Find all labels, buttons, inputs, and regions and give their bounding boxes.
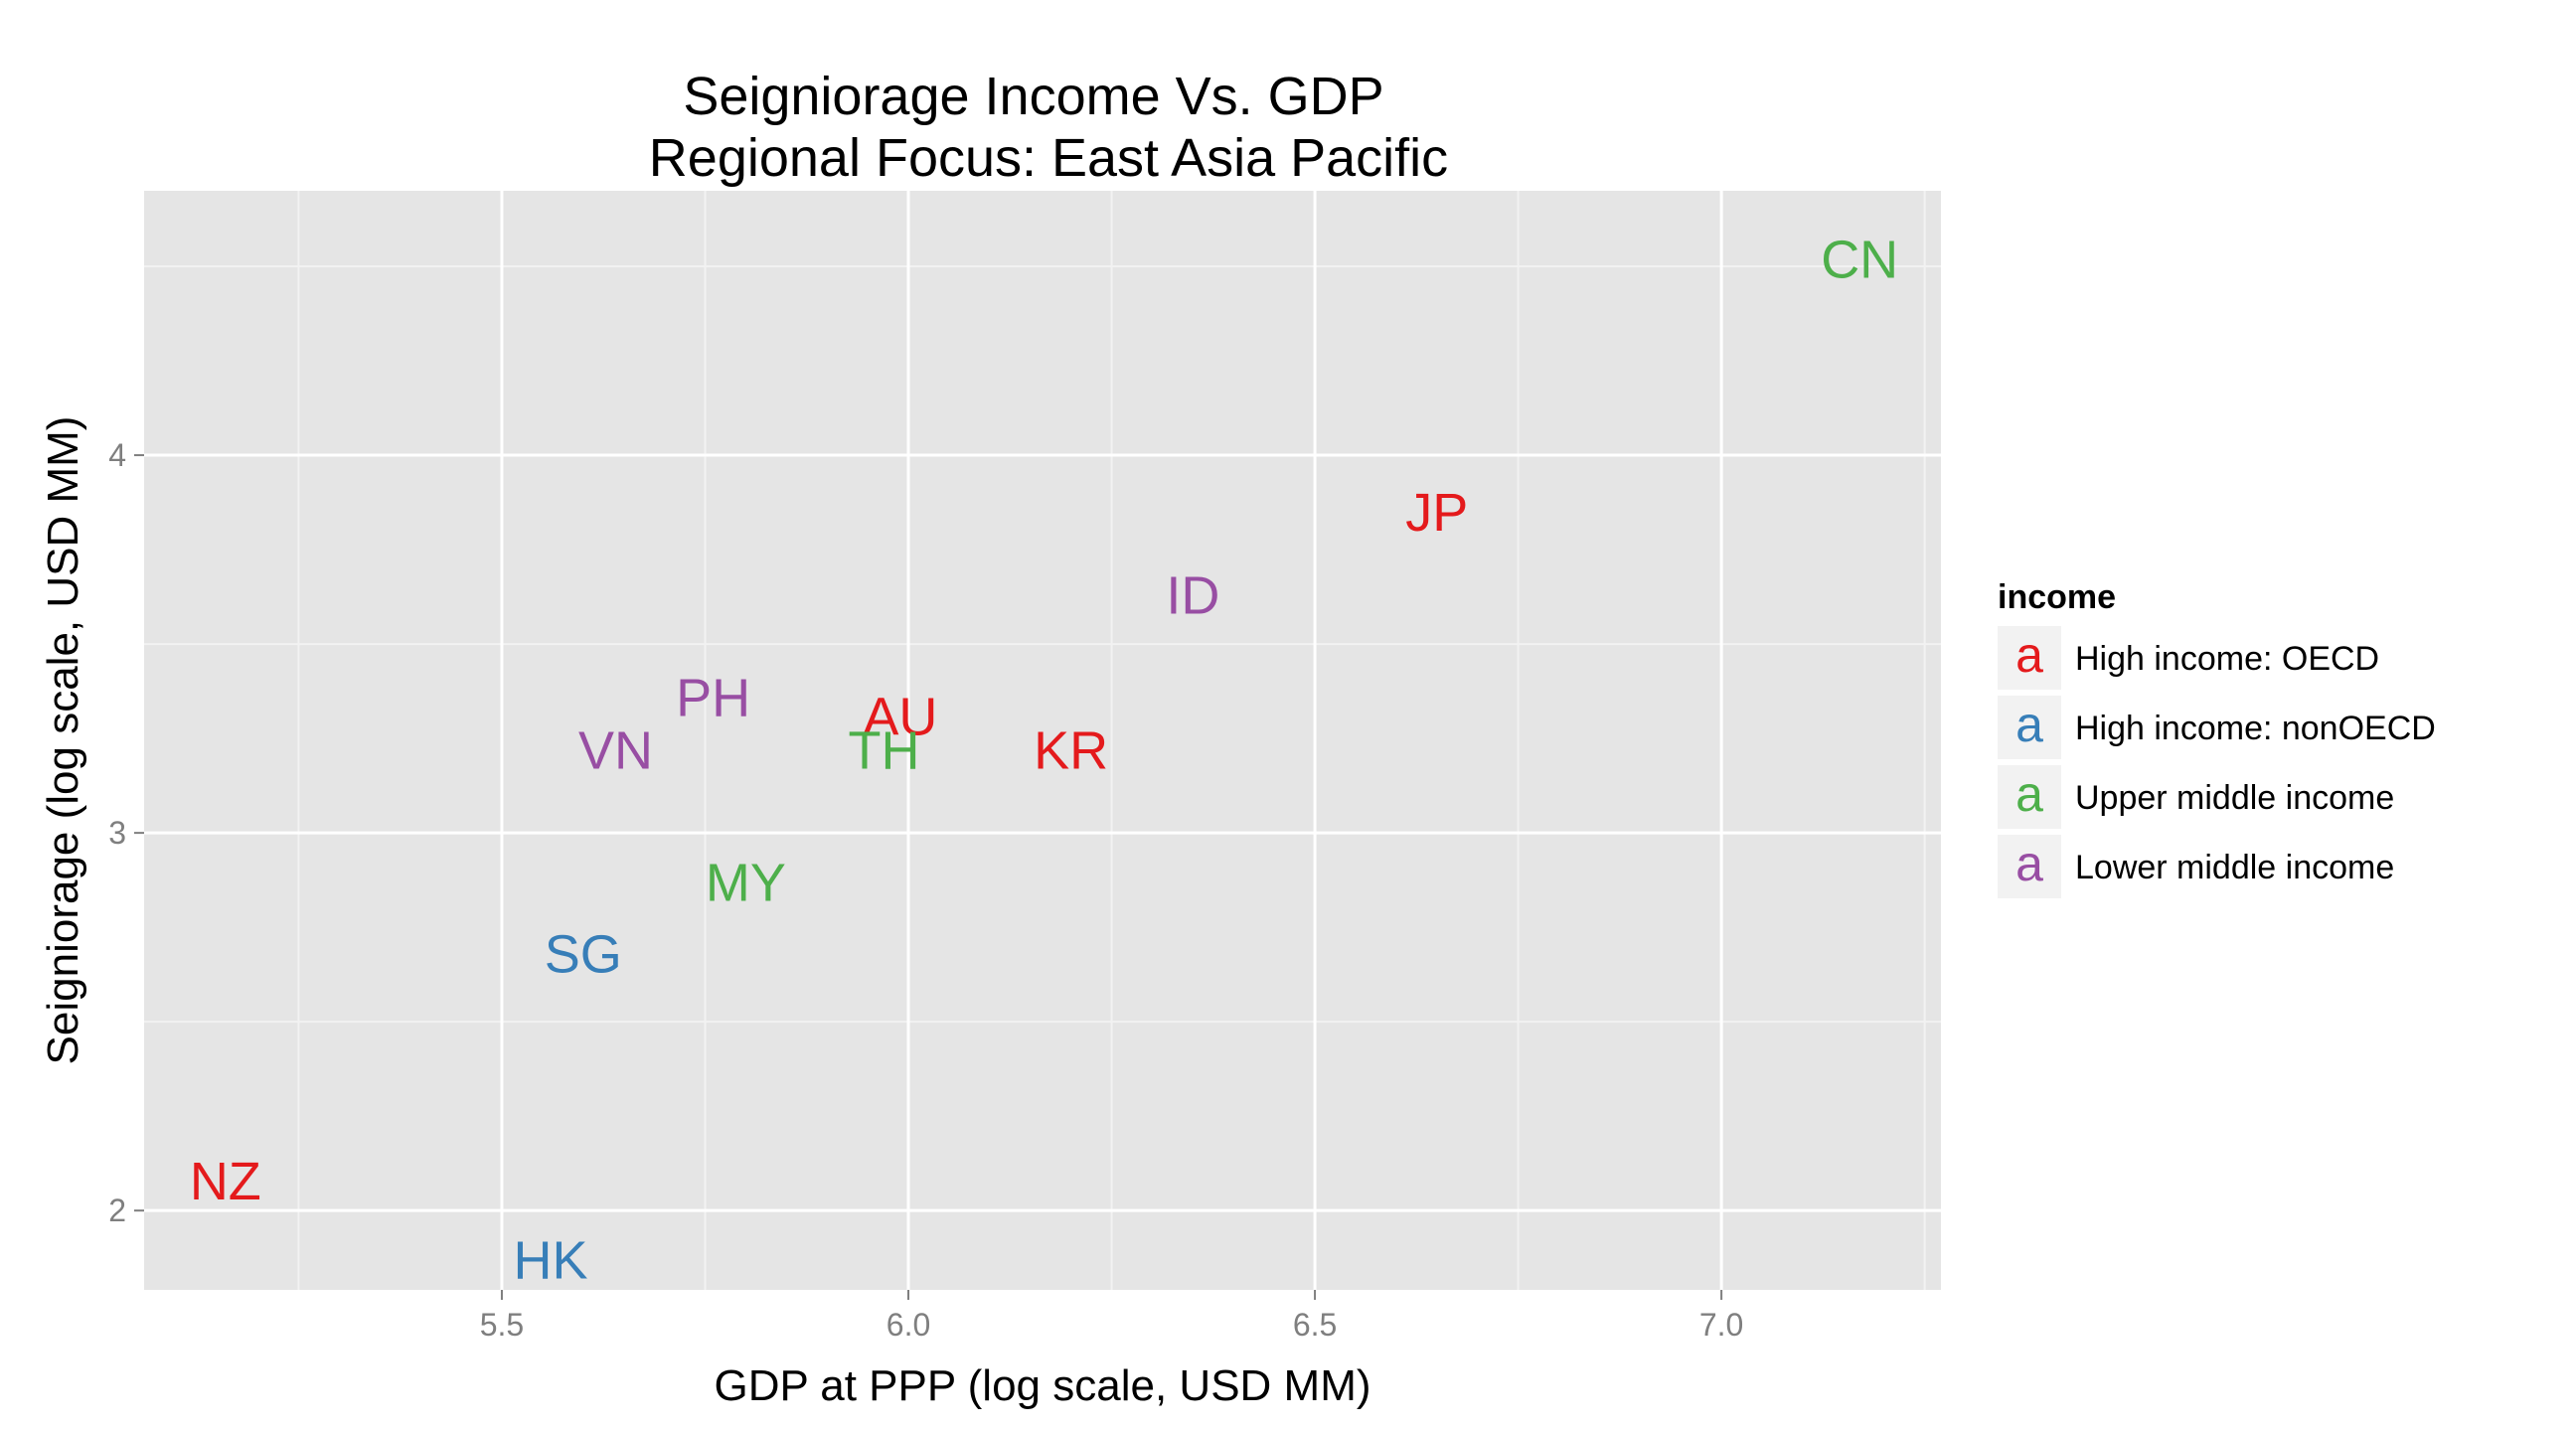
y-axis-title: Seigniorage (log scale, USD MM) [39,416,87,1065]
point-label-kr: KR [1034,721,1108,781]
legend-key-box [1998,696,2061,759]
legend-key-box [1998,765,2061,829]
point-label-th: TH [848,721,919,781]
point-label-nz: NZ [190,1152,261,1211]
legend-key-glyph: a [2015,766,2043,822]
point-label-sg: SG [545,925,622,985]
point-label-cn: CN [1821,230,1898,289]
point-label-jp: JP [1405,483,1468,543]
legend-key-glyph: a [2015,836,2043,891]
point-label-au: AU [863,687,937,746]
point-label-hk: HK [514,1231,588,1291]
legend-label: High income: OECD [2075,640,2379,678]
major-gridlines [144,191,1941,1290]
chart-title: Seigniorage Income Vs. GDP [683,67,1383,126]
x-tick-label: 6.0 [886,1307,930,1343]
y-axis: 2 3 4 [108,437,144,1228]
legend-key-glyph: a [2015,697,2043,752]
legend-key-box [1998,835,2061,898]
x-axis: 5.5 6.0 6.5 7.0 [480,1290,1743,1343]
x-tick-label: 6.5 [1293,1307,1337,1343]
legend-keys: a High income: OECD a High income: nonOECD a… [1998,626,2436,898]
minor-gridlines [144,191,1941,1290]
x-tick-label: 7.0 [1699,1307,1743,1343]
y-tick-label: 3 [108,815,126,851]
y-tick-label: 2 [108,1192,126,1228]
y-tick-label: 4 [108,437,126,473]
plot-background [144,191,1941,1290]
x-axis-title: GDP at PPP (log scale, USD MM) [714,1361,1370,1410]
x-tick-label: 5.5 [480,1307,524,1343]
chart-subtitle: Regional Focus: East Asia Pacific [649,128,1448,188]
point-label-id: ID [1166,566,1219,626]
point-label-vn: VN [578,721,653,781]
legend-title: income [1998,578,2116,616]
point-label-ph: PH [676,668,750,727]
legend: income a High income: OECD a High income: n… [1998,578,2436,898]
legend-label: Lower middle income [2075,849,2394,886]
point-label-my: MY [706,854,786,913]
legend-key-box [1998,626,2061,690]
legend-key-glyph: a [2015,627,2043,683]
legend-label: Upper middle income [2075,779,2394,817]
legend-label: High income: nonOECD [2075,710,2436,747]
